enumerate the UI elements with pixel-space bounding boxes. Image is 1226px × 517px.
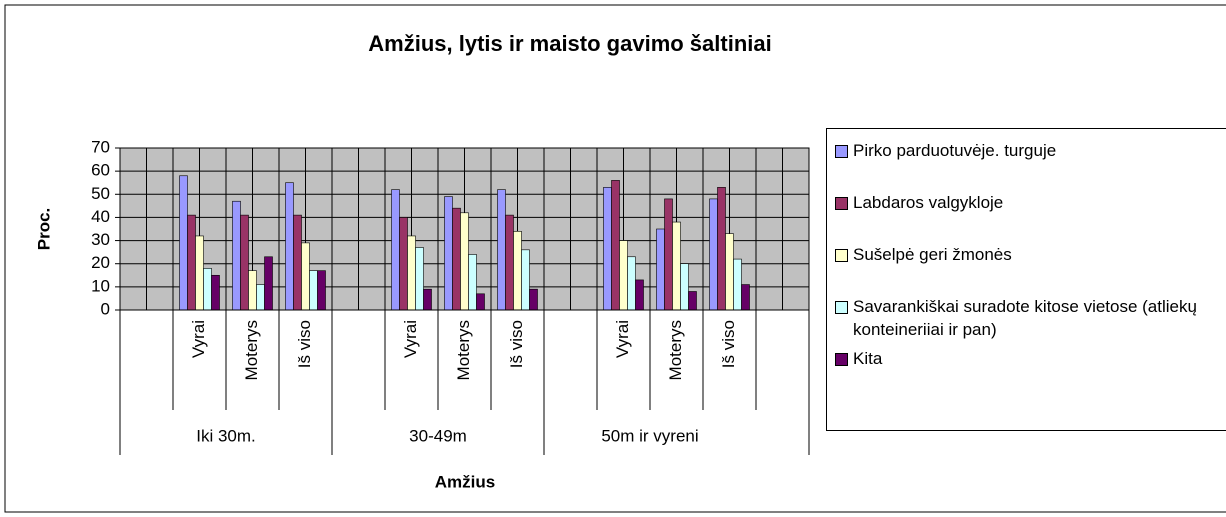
legend-swatch	[835, 197, 848, 210]
bar	[317, 270, 326, 311]
bar	[476, 293, 485, 311]
y-tick-label: 50	[91, 184, 110, 203]
bar	[391, 189, 400, 311]
bar	[264, 256, 273, 311]
x-tick-label: Iš viso	[507, 320, 526, 368]
bar	[688, 291, 697, 311]
bar	[285, 182, 294, 311]
x-tick-label: Vyrai	[189, 320, 208, 358]
bar	[468, 254, 477, 311]
bar	[452, 207, 461, 311]
bar	[656, 228, 665, 311]
bar	[195, 235, 204, 311]
bar	[619, 240, 628, 311]
bar	[725, 233, 734, 311]
x-tick-label: Vyrai	[613, 320, 632, 358]
bar	[248, 270, 257, 311]
bar	[529, 288, 538, 311]
bar	[293, 214, 302, 311]
x-tick-label: Moterys	[454, 320, 473, 380]
y-tick-label: 60	[91, 161, 110, 180]
bar	[603, 187, 612, 311]
bar	[733, 258, 742, 311]
bar	[505, 214, 514, 311]
legend-item: Kita	[835, 347, 1226, 399]
bar	[717, 187, 726, 311]
x-tick-label: Moterys	[666, 320, 685, 380]
legend-label: Savarankiškai suradote kitose vietose (a…	[853, 297, 1197, 339]
legend-label: Kita	[853, 349, 883, 368]
bar	[709, 198, 718, 311]
group-label: 50m ir vyreni	[601, 426, 698, 445]
bar	[187, 214, 196, 311]
bar	[407, 235, 416, 311]
bar	[203, 268, 212, 311]
chart-title: Amžius, lytis ir maisto gavimo šaltiniai	[368, 31, 771, 56]
x-tick-label: Vyrai	[401, 320, 420, 358]
bar	[309, 270, 318, 311]
bar	[179, 175, 188, 311]
legend-label: Sušelpė geri žmonės	[853, 245, 1012, 264]
bar	[415, 247, 424, 311]
bar	[301, 242, 310, 311]
bar	[627, 256, 636, 311]
bar	[256, 284, 265, 311]
y-tick-label: 40	[91, 207, 110, 226]
bar	[232, 200, 241, 311]
y-tick-label: 0	[101, 299, 110, 318]
legend-swatch	[835, 353, 848, 366]
bar	[497, 189, 506, 311]
y-axis-label: Proc.	[34, 208, 53, 251]
x-tick-label: Iš viso	[295, 320, 314, 368]
bar	[513, 231, 522, 311]
bar	[521, 249, 530, 311]
legend-item: Labdaros valgykloje	[835, 191, 1226, 243]
bar	[741, 284, 750, 311]
legend-label: Labdaros valgykloje	[853, 193, 1004, 212]
bar	[211, 274, 220, 311]
bar	[664, 198, 673, 311]
legend-item: Pirko parduotuvėje. turguje	[835, 139, 1226, 191]
legend: Pirko parduotuvėje. turguje Labdaros valg…	[826, 128, 1226, 431]
y-tick-label: 70	[91, 137, 110, 156]
bar	[611, 180, 620, 311]
bar	[460, 212, 469, 311]
legend-swatch	[835, 301, 848, 314]
y-tick-label: 30	[91, 230, 110, 249]
y-tick-label: 10	[91, 276, 110, 295]
group-label: 30-49m	[409, 426, 467, 445]
x-tick-label: Iš viso	[719, 320, 738, 368]
bar	[399, 217, 408, 311]
bar	[423, 288, 432, 311]
legend-label: Pirko parduotuvėje. turguje	[853, 141, 1057, 160]
bar	[680, 263, 689, 311]
bar	[240, 214, 249, 311]
group-label: Iki 30m.	[196, 426, 256, 445]
x-axis-label: Amžius	[435, 472, 495, 491]
legend-swatch	[835, 249, 848, 262]
y-tick-label: 20	[91, 253, 110, 272]
legend-swatch	[835, 145, 848, 158]
x-tick-label: Moterys	[242, 320, 261, 380]
legend-item: Sušelpė geri žmonės	[835, 243, 1226, 295]
bar	[635, 279, 644, 311]
bar	[444, 196, 453, 311]
legend-item: Savarankiškai suradote kitose vietose (a…	[835, 295, 1226, 347]
bar	[672, 221, 681, 311]
